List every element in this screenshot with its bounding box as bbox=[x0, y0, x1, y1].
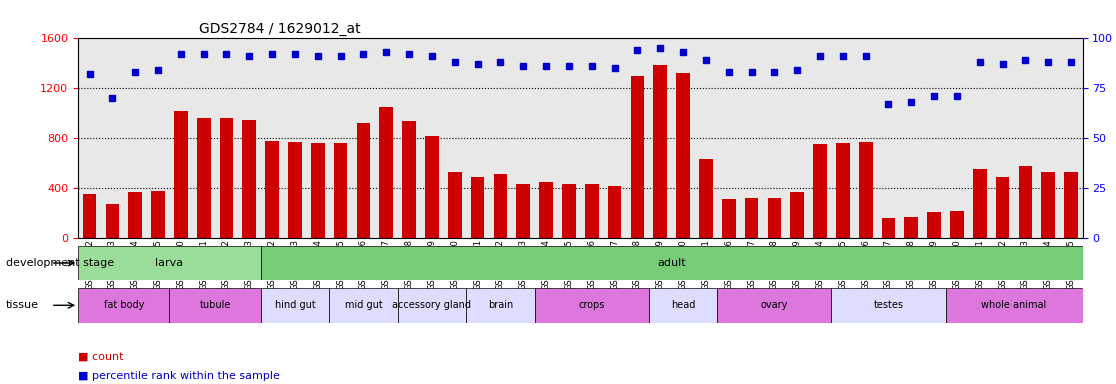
Text: brain: brain bbox=[488, 300, 513, 310]
Bar bbox=[334, 143, 347, 238]
Text: adult: adult bbox=[657, 258, 686, 268]
FancyBboxPatch shape bbox=[648, 288, 718, 323]
Bar bbox=[379, 107, 393, 238]
Text: ovary: ovary bbox=[761, 300, 788, 310]
Bar bbox=[174, 111, 187, 238]
Bar bbox=[448, 172, 462, 238]
Text: testes: testes bbox=[874, 300, 904, 310]
Bar bbox=[882, 218, 895, 238]
FancyBboxPatch shape bbox=[831, 288, 945, 323]
Bar bbox=[995, 177, 1010, 238]
FancyBboxPatch shape bbox=[945, 288, 1083, 323]
Text: crops: crops bbox=[578, 300, 605, 310]
Bar bbox=[128, 192, 142, 238]
Bar bbox=[266, 141, 279, 238]
Bar bbox=[653, 65, 667, 238]
Bar bbox=[608, 186, 622, 238]
Bar bbox=[722, 199, 735, 238]
FancyBboxPatch shape bbox=[718, 288, 831, 323]
Bar bbox=[1065, 172, 1078, 238]
Bar bbox=[151, 190, 165, 238]
Text: accessory gland: accessory gland bbox=[393, 300, 471, 310]
FancyBboxPatch shape bbox=[397, 288, 466, 323]
Text: head: head bbox=[671, 300, 695, 310]
Bar bbox=[927, 212, 941, 238]
Text: hind gut: hind gut bbox=[275, 300, 316, 310]
FancyBboxPatch shape bbox=[261, 246, 1083, 280]
Bar bbox=[493, 174, 508, 238]
Bar bbox=[288, 142, 301, 238]
Bar bbox=[357, 123, 371, 238]
Bar bbox=[106, 204, 119, 238]
Text: tubule: tubule bbox=[200, 300, 231, 310]
Text: development stage: development stage bbox=[6, 258, 114, 268]
FancyBboxPatch shape bbox=[78, 288, 170, 323]
Bar bbox=[242, 119, 257, 238]
FancyBboxPatch shape bbox=[170, 288, 261, 323]
Bar bbox=[539, 182, 552, 238]
Bar bbox=[1019, 166, 1032, 238]
Bar bbox=[790, 192, 804, 238]
Text: mid gut: mid gut bbox=[345, 300, 383, 310]
Bar bbox=[402, 121, 416, 238]
Bar bbox=[471, 177, 484, 238]
Text: ■ count: ■ count bbox=[78, 352, 124, 362]
Bar bbox=[425, 136, 439, 238]
Bar bbox=[83, 194, 96, 238]
Bar bbox=[220, 118, 233, 238]
Bar bbox=[814, 144, 827, 238]
Bar bbox=[859, 142, 873, 238]
Text: larva: larva bbox=[155, 258, 183, 268]
Text: fat body: fat body bbox=[104, 300, 144, 310]
Bar bbox=[585, 184, 598, 238]
FancyBboxPatch shape bbox=[78, 246, 261, 280]
Text: GDS2784 / 1629012_at: GDS2784 / 1629012_at bbox=[199, 22, 360, 36]
Bar bbox=[950, 210, 964, 238]
Bar bbox=[768, 198, 781, 238]
FancyBboxPatch shape bbox=[466, 288, 535, 323]
Bar bbox=[517, 184, 530, 238]
Bar bbox=[311, 143, 325, 238]
FancyBboxPatch shape bbox=[261, 288, 329, 323]
Bar bbox=[631, 76, 644, 238]
Text: ■ percentile rank within the sample: ■ percentile rank within the sample bbox=[78, 371, 280, 381]
Bar bbox=[836, 143, 849, 238]
Bar bbox=[744, 198, 759, 238]
FancyBboxPatch shape bbox=[329, 288, 397, 323]
Bar bbox=[196, 118, 211, 238]
Bar bbox=[562, 184, 576, 238]
Bar bbox=[904, 217, 918, 238]
Bar bbox=[1041, 172, 1055, 238]
Text: whole animal: whole animal bbox=[981, 300, 1047, 310]
FancyBboxPatch shape bbox=[535, 288, 648, 323]
Text: tissue: tissue bbox=[6, 300, 39, 310]
Bar bbox=[973, 169, 987, 238]
Bar bbox=[676, 73, 690, 238]
Bar bbox=[699, 159, 713, 238]
